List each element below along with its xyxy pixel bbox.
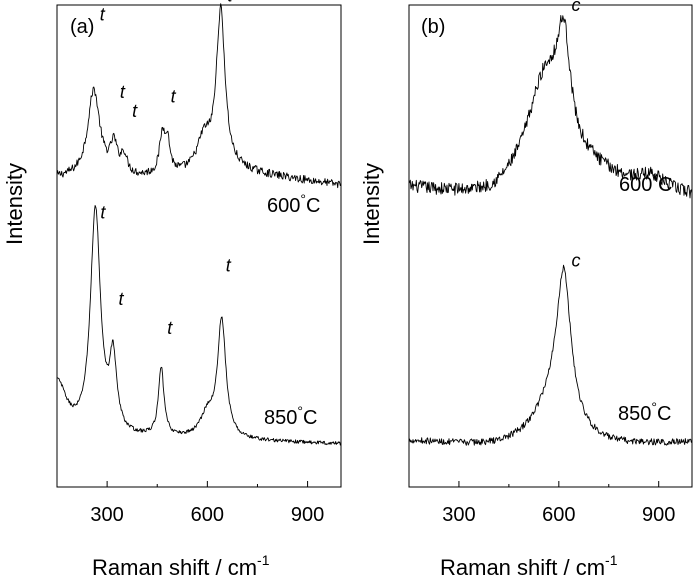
peak-label: t [227, 0, 233, 5]
plot-frame [408, 4, 693, 488]
series-label: 850°C [264, 403, 317, 429]
panel-label: (b) [421, 16, 445, 38]
peak-label: t [167, 318, 173, 338]
x-axis-label-b: Raman shift / cm-1 [440, 552, 618, 580]
x-tick-label: 600 [542, 504, 575, 526]
series-label: 850°C [618, 399, 671, 425]
series-label: 600°C [619, 170, 672, 196]
spectrum-line [408, 264, 693, 446]
x-tick-label: 600 [191, 504, 224, 526]
y-axis-label-a: Intensity [2, 163, 27, 245]
spectrum-line [56, 205, 342, 446]
series-label: 600°C [267, 191, 320, 217]
svg-text:Raman shift / cm-1: Raman shift / cm-1 [440, 552, 618, 580]
plot-frame [56, 4, 342, 488]
peak-label: t [226, 255, 232, 275]
y-axis-label-b: Intensity [359, 163, 384, 245]
x-tick-label: 300 [442, 504, 475, 526]
peak-label: c [571, 0, 580, 15]
peak-label: t [100, 202, 106, 222]
x-tick-label: 900 [642, 504, 675, 526]
peak-label: t [118, 289, 124, 309]
x-tick-label: 900 [291, 504, 324, 526]
peak-label: t [100, 5, 106, 25]
spectrum-line [408, 15, 693, 199]
peak-label: t [171, 87, 177, 107]
x-tick-label: 300 [90, 504, 123, 526]
panel-b: 300 600 900 (b) 600°C 850°C c c [408, 0, 693, 526]
peak-label: t [120, 82, 126, 102]
peak-label: t [132, 101, 138, 121]
spectrum-line [56, 3, 342, 189]
x-axis-label-a: Raman shift / cm-1 [92, 552, 270, 580]
panel-label: (a) [70, 16, 94, 38]
svg-text:Raman shift / cm-1: Raman shift / cm-1 [92, 552, 270, 580]
peak-label: c [571, 250, 580, 270]
